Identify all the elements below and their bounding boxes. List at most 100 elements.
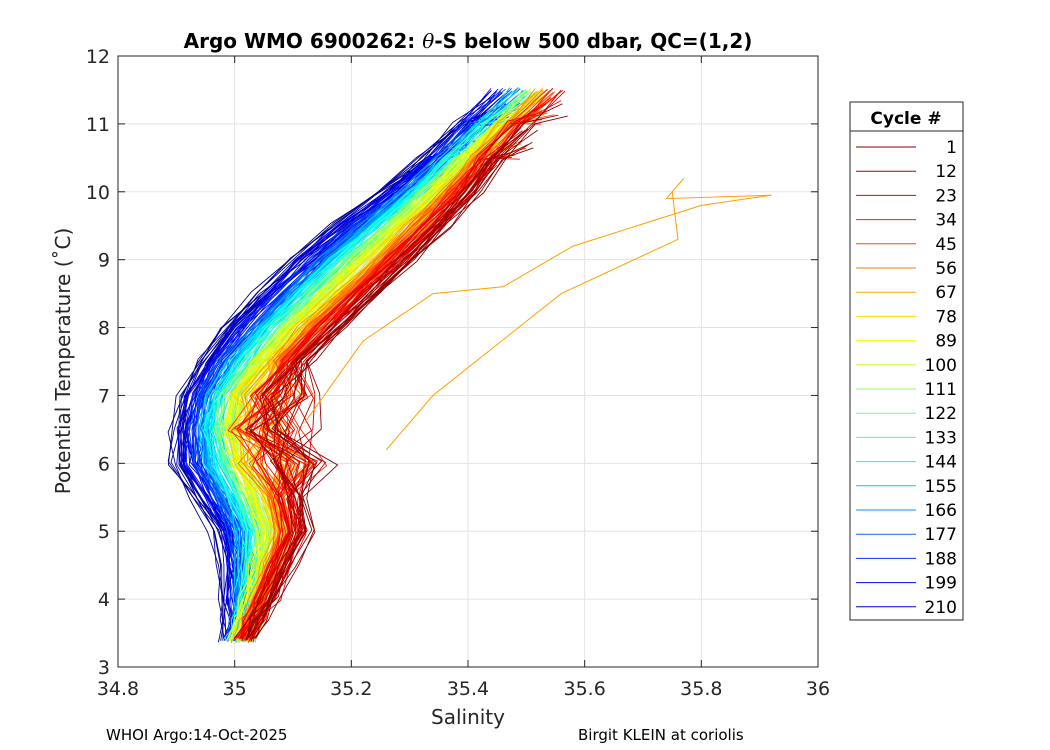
legend-item: 155 bbox=[856, 477, 957, 497]
y-tick-label: 10 bbox=[86, 182, 110, 204]
legend-item: 78 bbox=[856, 307, 957, 327]
legend-label: 210 bbox=[925, 598, 957, 618]
legend-item: 100 bbox=[856, 356, 957, 376]
profile-line-cycle bbox=[238, 154, 515, 640]
profile-line-cycle bbox=[255, 129, 538, 638]
profile-line-cycle bbox=[215, 102, 518, 639]
y-tick-label: 7 bbox=[98, 385, 110, 407]
profile-line-cycle bbox=[198, 90, 513, 640]
legend-label: 199 bbox=[925, 574, 957, 594]
profile-line-cycle bbox=[236, 144, 501, 640]
legend-label: 89 bbox=[935, 332, 957, 352]
profile-line-cycle bbox=[191, 88, 506, 639]
legend-label: 111 bbox=[925, 380, 957, 400]
legend-label: 188 bbox=[925, 549, 957, 569]
profile-line-cycle bbox=[207, 122, 517, 639]
footer-date: WHOI Argo:14-Oct-2025 bbox=[106, 726, 288, 744]
legend-item: 1 bbox=[856, 138, 957, 158]
legend-label: 144 bbox=[925, 453, 957, 473]
legend-box bbox=[849, 101, 964, 621]
legend-label: 100 bbox=[925, 356, 957, 376]
x-tick-label: 35.8 bbox=[680, 678, 722, 700]
legend-item: 45 bbox=[856, 235, 957, 255]
legend-label: 56 bbox=[935, 259, 957, 279]
y-tick-label: 8 bbox=[98, 318, 110, 340]
legend-label: 166 bbox=[925, 501, 957, 521]
y-axis-label: Potential Temperature (˚C) bbox=[51, 228, 75, 495]
profile-line-cycle bbox=[246, 147, 534, 638]
legend-label: 12 bbox=[935, 162, 957, 182]
profile-line-cycle bbox=[251, 141, 533, 641]
x-axis-label: Salinity bbox=[431, 705, 505, 729]
x-tick-label: 35.2 bbox=[330, 678, 372, 700]
legend-label: 1 bbox=[946, 138, 957, 158]
x-tick-label: 35.6 bbox=[564, 678, 606, 700]
x-tick-label: 36 bbox=[806, 678, 830, 700]
x-tick-label: 35 bbox=[223, 678, 247, 700]
y-tick-label: 4 bbox=[98, 589, 110, 611]
profile-line-cycle bbox=[246, 114, 559, 640]
profile-line-cycle bbox=[247, 156, 492, 639]
legend-label: 67 bbox=[935, 283, 957, 303]
profile-line-cycle bbox=[233, 91, 538, 638]
y-tick-label: 9 bbox=[98, 250, 110, 272]
legend-item: 122 bbox=[856, 404, 957, 424]
profile-line-cycle bbox=[241, 152, 513, 640]
legend-item: 34 bbox=[856, 211, 957, 231]
x-tick-label: 34.8 bbox=[97, 678, 139, 700]
legend-item: 12 bbox=[856, 162, 957, 182]
title-suffix: -S below 500 dbar, QC=(1,2) bbox=[434, 29, 752, 53]
legend-item: 67 bbox=[856, 283, 957, 303]
profile-line-cycle bbox=[182, 88, 492, 639]
profile-line-cycle bbox=[231, 117, 530, 643]
axis-ticks: 34.8 35 35.2 35.4 35.6 35.8 36 3 4 5 6 7 8 9 10 11 12 bbox=[86, 46, 830, 700]
legend-label: 177 bbox=[925, 525, 957, 545]
legend-item: 133 bbox=[856, 428, 957, 448]
profile-line-cycle bbox=[237, 111, 547, 639]
profile-line-cycle bbox=[232, 103, 547, 641]
legend-item: 188 bbox=[856, 549, 957, 569]
legend-item: 89 bbox=[856, 332, 957, 352]
legend-label: 23 bbox=[935, 186, 957, 206]
profile-line-cycle bbox=[237, 110, 543, 639]
y-tick-label: 3 bbox=[98, 657, 110, 679]
legend-label: 133 bbox=[925, 428, 957, 448]
profile-line-cycle bbox=[253, 115, 568, 639]
y-tick-label: 5 bbox=[98, 521, 110, 543]
legend-item: 177 bbox=[856, 525, 957, 545]
legend: Cycle # 1 12 23 34 45 56 67 78 89 100 111 122 133 144… bbox=[849, 101, 964, 621]
legend-item: 199 bbox=[856, 574, 957, 594]
profile-line-cycle bbox=[234, 127, 521, 639]
y-tick-label: 11 bbox=[86, 114, 110, 136]
legend-label: 34 bbox=[935, 211, 957, 231]
legend-label: 78 bbox=[935, 307, 957, 327]
anomalous-profile-line bbox=[304, 177, 772, 451]
legend-item: 210 bbox=[856, 598, 957, 618]
profile-line-cycle bbox=[213, 96, 523, 639]
legend-label: 45 bbox=[935, 235, 957, 255]
legend-item: 23 bbox=[856, 186, 957, 206]
legend-label: 155 bbox=[925, 477, 957, 497]
profile-line-cycle bbox=[178, 130, 455, 641]
legend-item: 56 bbox=[856, 259, 957, 279]
title-theta: θ bbox=[422, 29, 434, 53]
legend-label: 122 bbox=[925, 404, 957, 424]
profile-line-cycle bbox=[167, 169, 418, 639]
y-tick-label: 6 bbox=[98, 453, 110, 475]
y-tick-label: 12 bbox=[86, 46, 110, 68]
title-prefix: Argo WMO 6900262: bbox=[184, 29, 423, 53]
profile-line-cycle bbox=[202, 97, 509, 639]
profile-line-cycle bbox=[244, 156, 513, 641]
chart-title: Argo WMO 6900262: θ-S below 500 dbar, QC… bbox=[184, 29, 753, 53]
legend-title: Cycle # bbox=[870, 109, 941, 129]
footer-credit: Birgit KLEIN at coriolis bbox=[578, 726, 744, 744]
profile-line-cycle bbox=[246, 130, 526, 640]
legend-item: 111 bbox=[856, 380, 957, 400]
profile-line-cycle bbox=[220, 147, 496, 639]
legend-item: 166 bbox=[856, 501, 957, 521]
profile-lines bbox=[167, 87, 772, 643]
legend-item: 144 bbox=[856, 453, 957, 473]
x-tick-label: 35.4 bbox=[447, 678, 489, 700]
profile-line-cycle bbox=[219, 91, 522, 641]
